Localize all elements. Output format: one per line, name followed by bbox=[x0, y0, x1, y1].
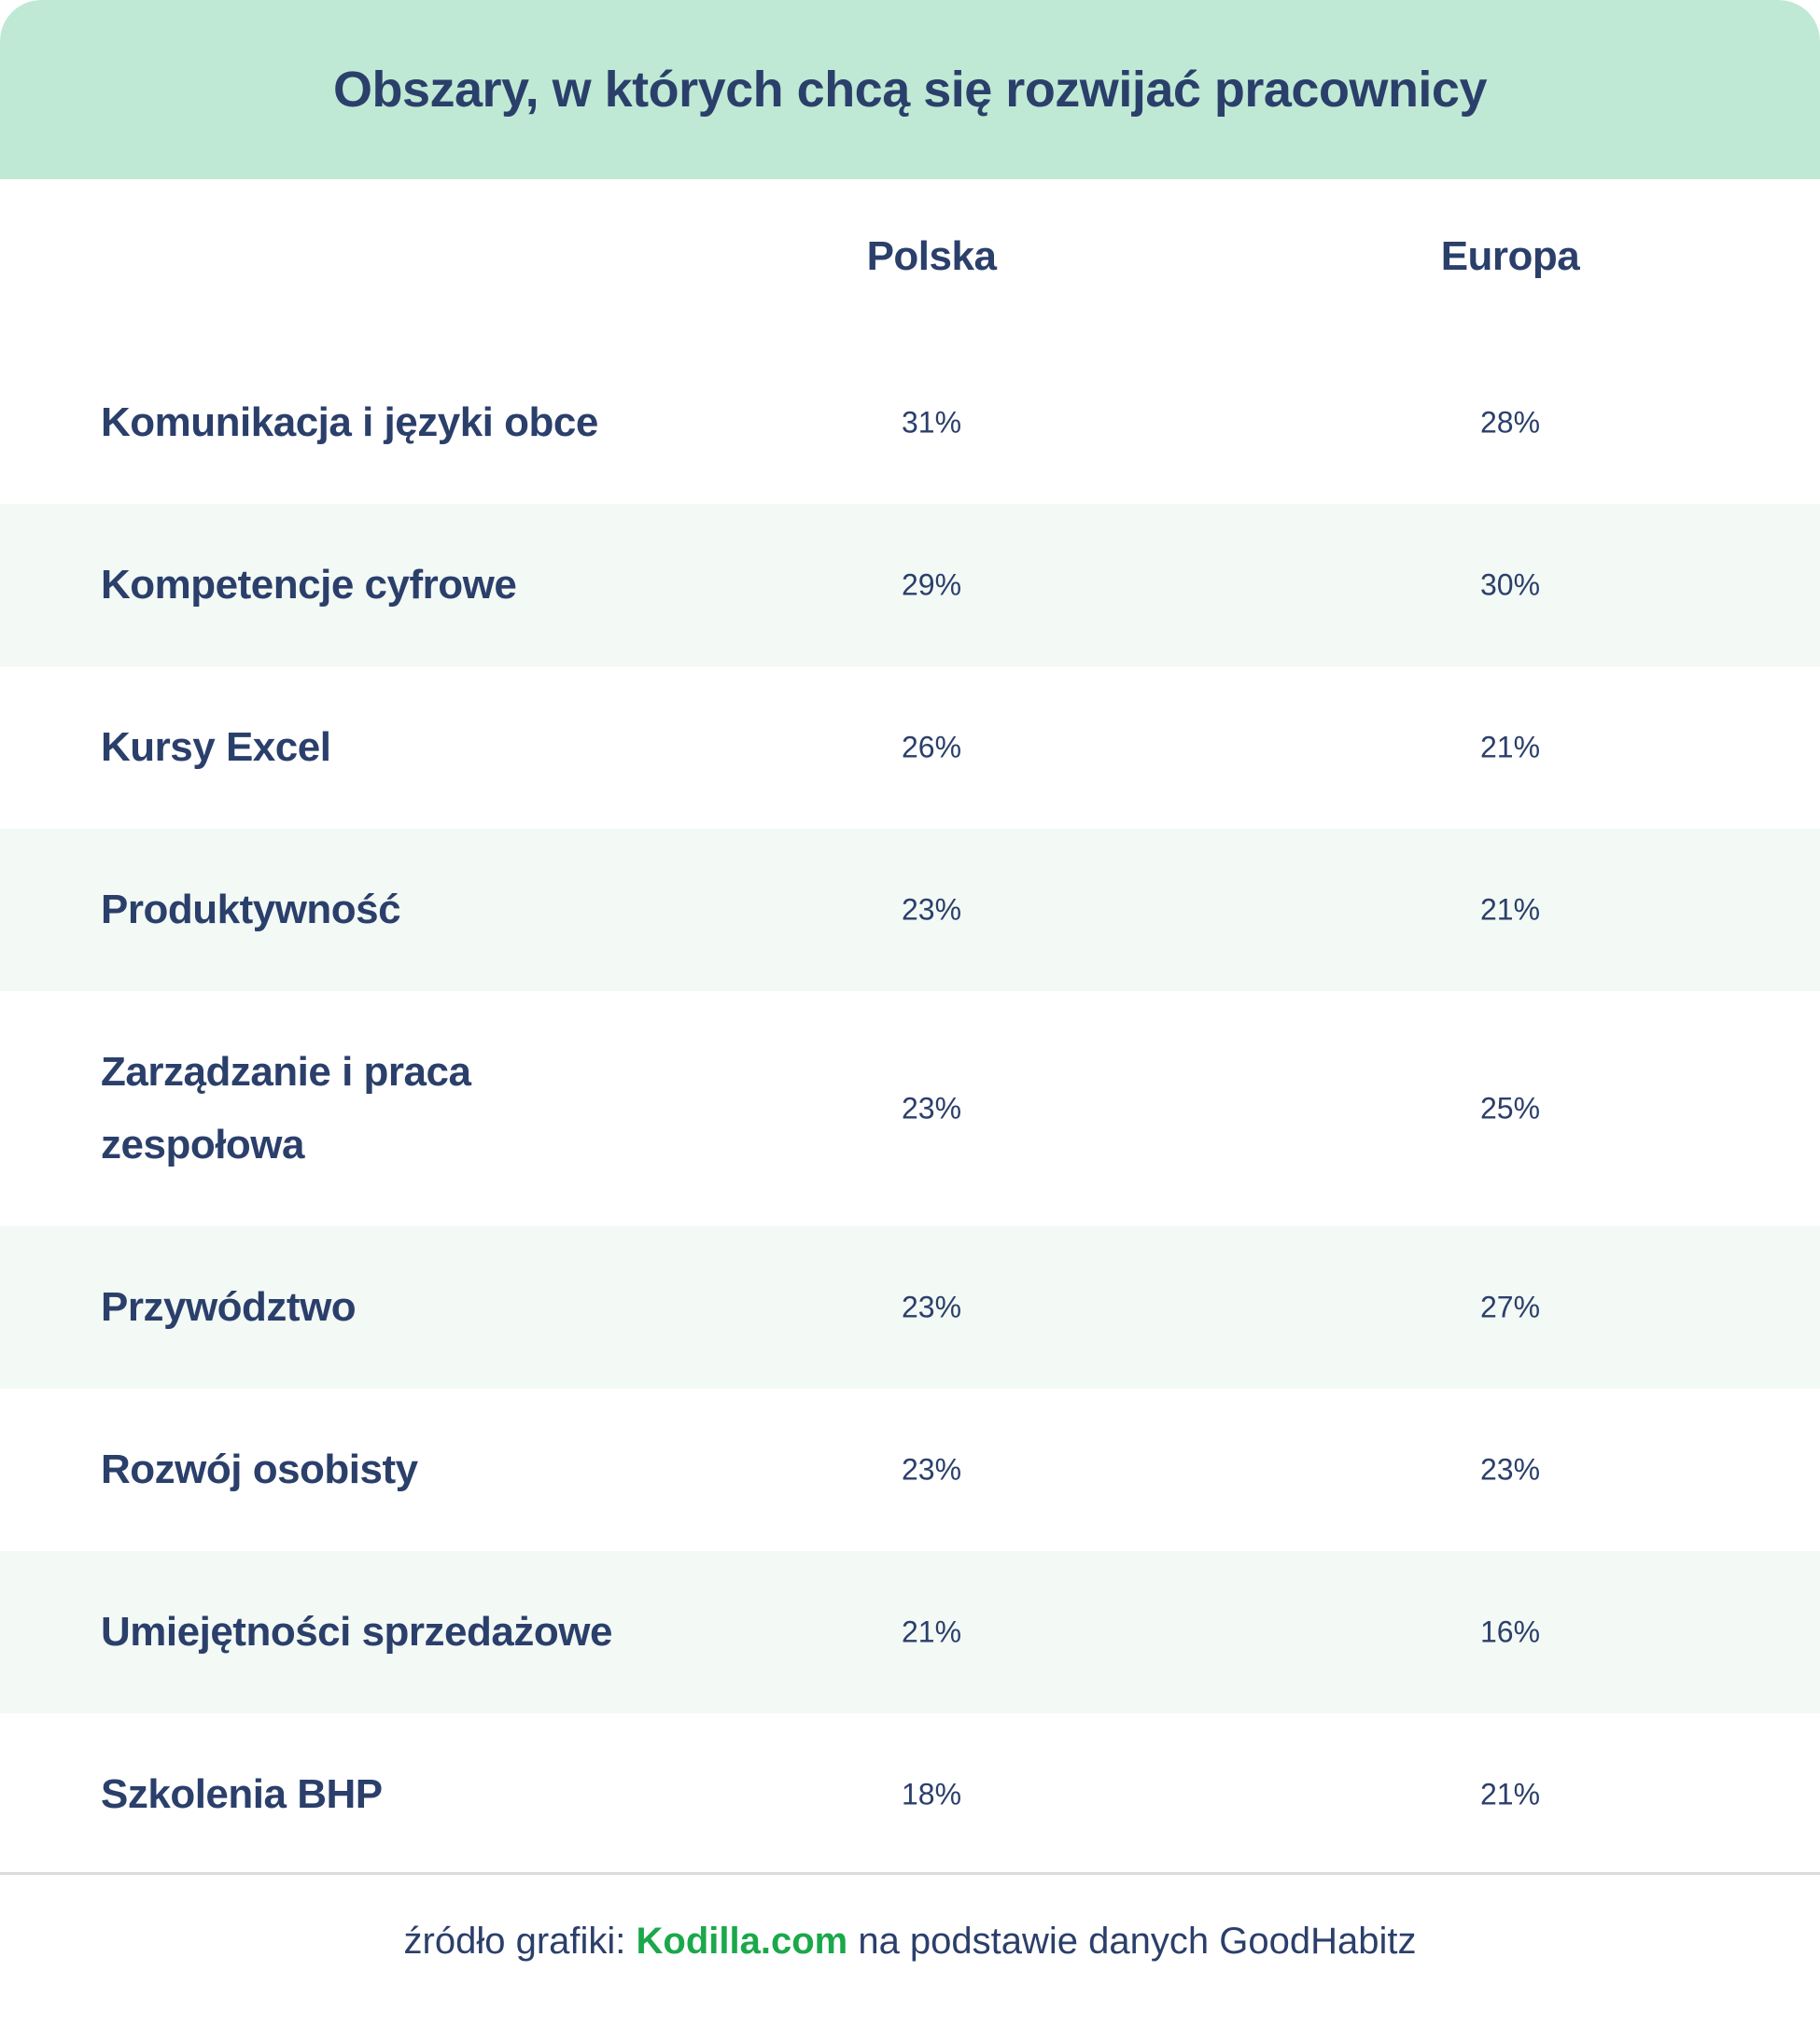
column-header-polska: Polska bbox=[866, 233, 997, 279]
row-value-europa: 30% bbox=[1479, 567, 1541, 602]
table-row: Produktywność 23% 21% bbox=[0, 829, 1820, 991]
table-row: Szkolenia BHP 18% 21% bbox=[0, 1713, 1820, 1876]
row-value-europa: 28% bbox=[1479, 405, 1541, 440]
table-body: Komunikacja i języki obce 31% 28% Kompetenc… bbox=[0, 342, 1820, 1876]
row-value-polska: 21% bbox=[901, 1615, 962, 1649]
title-bar: Obszary, w których chcą się rozwijać pra… bbox=[0, 0, 1820, 179]
row-value-europa: 21% bbox=[1479, 1777, 1541, 1811]
row-category-label: Umiejętności sprzedażowe bbox=[101, 1609, 612, 1655]
row-value-polska: 31% bbox=[901, 405, 962, 440]
row-category-label: Komunikacja i języki obce bbox=[101, 399, 598, 445]
row-value-polska: 18% bbox=[901, 1777, 962, 1811]
row-value-europa: 21% bbox=[1479, 892, 1541, 927]
table-row: Przywództwo 23% 27% bbox=[0, 1226, 1820, 1389]
source-footer: źródło grafiki: Kodilla.com na podstawie… bbox=[0, 1904, 1820, 1978]
footer-suffix: na podstawie danych GoodHabitz bbox=[847, 1921, 1417, 1962]
row-value-europa: 23% bbox=[1479, 1452, 1541, 1487]
row-category-label: Kursy Excel bbox=[101, 724, 331, 770]
column-header-europa: Europa bbox=[1440, 233, 1580, 279]
table-row: Kompetencje cyfrowe 29% 30% bbox=[0, 504, 1820, 666]
row-value-polska: 29% bbox=[901, 567, 962, 602]
row-value-europa: 25% bbox=[1479, 1091, 1541, 1125]
row-value-europa: 21% bbox=[1479, 730, 1541, 764]
table-row: Umiejętności sprzedażowe 21% 16% bbox=[0, 1551, 1820, 1713]
row-value-europa: 16% bbox=[1479, 1615, 1541, 1649]
footer-prefix: źródło grafiki: bbox=[403, 1921, 637, 1962]
row-value-polska: 23% bbox=[901, 1091, 962, 1125]
table-row: Komunikacja i języki obce 31% 28% bbox=[0, 342, 1820, 504]
row-value-polska: 23% bbox=[901, 892, 962, 927]
row-category-label: Szkolenia BHP bbox=[101, 1771, 383, 1817]
row-category-label: Rozwój osobisty bbox=[101, 1447, 418, 1492]
table-row: Kursy Excel 26% 21% bbox=[0, 666, 1820, 829]
table-row: Zarządzanie i praca zespołowa 23% 25% bbox=[0, 991, 1820, 1226]
row-category-label: Kompetencje cyfrowe bbox=[101, 562, 517, 608]
chart-title: Obszary, w których chcą się rozwijać pra… bbox=[332, 62, 1488, 118]
footer-divider bbox=[0, 1872, 1820, 1875]
table-row: Rozwój osobisty 23% 23% bbox=[0, 1389, 1820, 1551]
row-category-label: Przywództwo bbox=[101, 1284, 357, 1330]
row-category-label: Produktywność bbox=[101, 887, 401, 932]
row-value-polska: 23% bbox=[901, 1452, 962, 1487]
row-value-polska: 26% bbox=[901, 730, 962, 764]
row-value-europa: 27% bbox=[1479, 1290, 1541, 1324]
row-value-polska: 23% bbox=[901, 1290, 962, 1324]
footer-brand-link[interactable]: Kodilla.com bbox=[636, 1921, 848, 1962]
row-category-label: Zarządzanie i praca zespołowa bbox=[101, 1049, 471, 1167]
